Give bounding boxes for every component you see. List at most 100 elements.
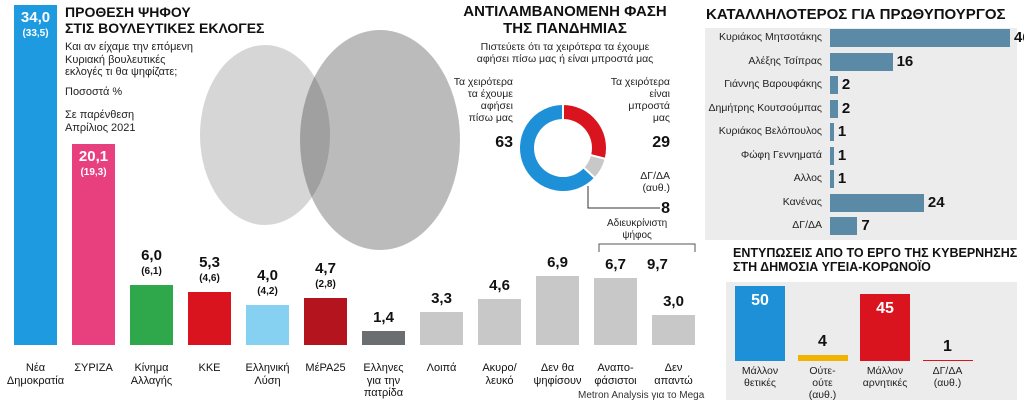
photo-placeholder [200,45,330,225]
bar [830,99,838,118]
category-label: Κυριάκος Μητσοτάκης [718,31,822,43]
category-label: ΔΓ/ΔΑ [792,219,822,231]
value-label: 3,0 [663,293,684,310]
value-label: 4,7 [315,260,336,277]
category-label: Ελληνες για την πατρίδα [363,362,404,400]
bar [830,76,838,94]
category-label: Ακυρο/ λευκό [482,362,517,387]
value-label: 20,1 [78,148,109,165]
category-label: Φώφη Γεννηματά [740,148,822,161]
category-label: Ελληνική Λύση [245,362,290,387]
subtitle: Και αν είχαμε την επόμενη Κυριακή βουλευ… [65,41,193,79]
value-label: 6,9 [547,254,568,271]
value-label: 24 [927,193,945,211]
previous-label: (2,8) [315,279,336,290]
value-label: 45 [876,299,894,317]
photo-placeholder [300,30,460,250]
donut-slice [518,102,597,193]
bar [362,331,405,345]
bar [830,29,1010,47]
bar [652,315,695,345]
value-label: 34,0 [20,9,51,26]
category-label: Μάλλον θετικές [741,365,779,390]
chart-title: ΑΝΤΙΛΑΜΒΑΝΟΜΕΝΗ ΦΑΣΗ ΤΗΣ ΠΑΝΔΗΜΙΑΣ [463,3,667,38]
slice-value: 29 [652,134,670,151]
value-label: 1 [837,170,847,187]
bar [14,5,57,345]
value-label: 6,7 [605,256,626,273]
leader-line [587,186,660,209]
bar [420,312,463,345]
bar [304,298,347,345]
bar [478,299,521,345]
value-label: 1 [943,337,952,355]
slice-label: Τα χειρότερα τα έχουμε αφήσει πίσω μας [453,76,513,125]
category-label: ΚΚΕ [198,362,221,374]
category-label: Δημήτρης Κουτσούμπας [708,101,822,114]
previous-label: (19,3) [80,167,107,178]
category-label: Κυριάκος Βελόπουλος [718,125,822,137]
category-label: Δεν θα ψηφίσουν [533,362,582,387]
value-label: 2 [841,76,851,93]
category-label: Γιάννης Βαρουφάκης [724,78,822,90]
slice-value: 8 [661,200,670,217]
bar [830,217,858,235]
bar [830,146,834,165]
category-label: ΣΥΡΙΖΑ [74,362,113,374]
category-label: Δεν απαντώ [654,362,693,387]
value-label: 46 [1014,29,1024,46]
category-label: Ούτε- ούτε (αυθ.) [808,365,837,402]
bar [188,292,231,345]
annotation-value: 9,7 [647,256,668,273]
chart-title: ΕΝΤΥΠΩΣΕΙΣ ΑΠΟ ΤΟ ΕΡΓΟ ΤΗΣ ΚΥΒΕΡΝΗΣΗΣ ΣΤ… [733,246,1018,275]
category-label: Αλέξης Τσίπρας [748,54,822,67]
chart-title: ΚΑΤΑΛΛΗΛΟΤΕΡΟΣ ΓΙΑ ΠΡΩΘΥΠΟΥΡΓΟΣ [706,6,1006,23]
value-label: 7 [861,217,870,234]
category-label: Λοιπά [426,362,457,374]
bar [536,276,579,345]
slice-label: Τα χειρότερα είναι μπροστά μας [610,76,670,125]
bar [830,170,834,188]
annotation-bracket [598,243,696,252]
category-label: Κίνημα Αλλαγής [130,362,173,387]
category-label: ΜέΡΑ25 [305,362,346,374]
category-label: Νέα Δημοκρατία [6,362,65,387]
value-label: 1 [837,146,847,164]
previous-label: (6,1) [141,266,162,277]
value-label: 5,3 [199,254,220,271]
bar [594,278,637,345]
annotation-label: Αδιευκρίνιστη ψήφος [607,218,668,241]
donut-slice [581,153,607,180]
bar [130,285,173,345]
value-label: 6,0 [141,247,162,264]
category-label: ΔΓ/ΔΑ (αυθ.) [932,365,963,390]
chart-title: ΠΡΟΘΕΣΗ ΨΗΦΟΥ ΣΤΙΣ ΒΟΥΛΕΥΤΙΚΕΣ ΕΚΛΟΓΕΣ [65,4,265,37]
value-label: 3,3 [431,290,452,307]
slice-label: ΔΓ/ΔΑ (αυθ.) [640,170,670,195]
bar [735,286,785,361]
slice-value: 63 [495,134,513,151]
unit-note: Ποσοστά % [65,86,123,98]
bar [830,52,893,71]
subtitle: Πιστεύετε ότι τα χειρότερα τα έχουμε αφή… [476,41,654,66]
value-label: 1,4 [373,309,394,326]
value-label: 1 [837,123,847,140]
category-label: Μάλλον αρνητικές [862,365,908,390]
bar [860,293,910,361]
value-label: 16 [896,52,914,70]
note: Σε παρένθεση Απρίλιος 2021 [65,109,136,134]
value-label: 50 [751,292,769,309]
category-label: Αναπο- φάσιστοι [594,362,637,387]
bar [830,193,924,212]
value-label: 4,6 [489,277,510,294]
previous-label: (4,2) [257,286,278,297]
previous-label: (33,5) [22,28,49,39]
previous-label: (4,6) [199,273,220,284]
bar [797,355,848,361]
value-label: 2 [841,99,851,117]
bar [246,305,289,345]
value-label: 4,0 [257,267,278,284]
bar [830,123,834,141]
category-label: Κανένας [782,195,822,208]
